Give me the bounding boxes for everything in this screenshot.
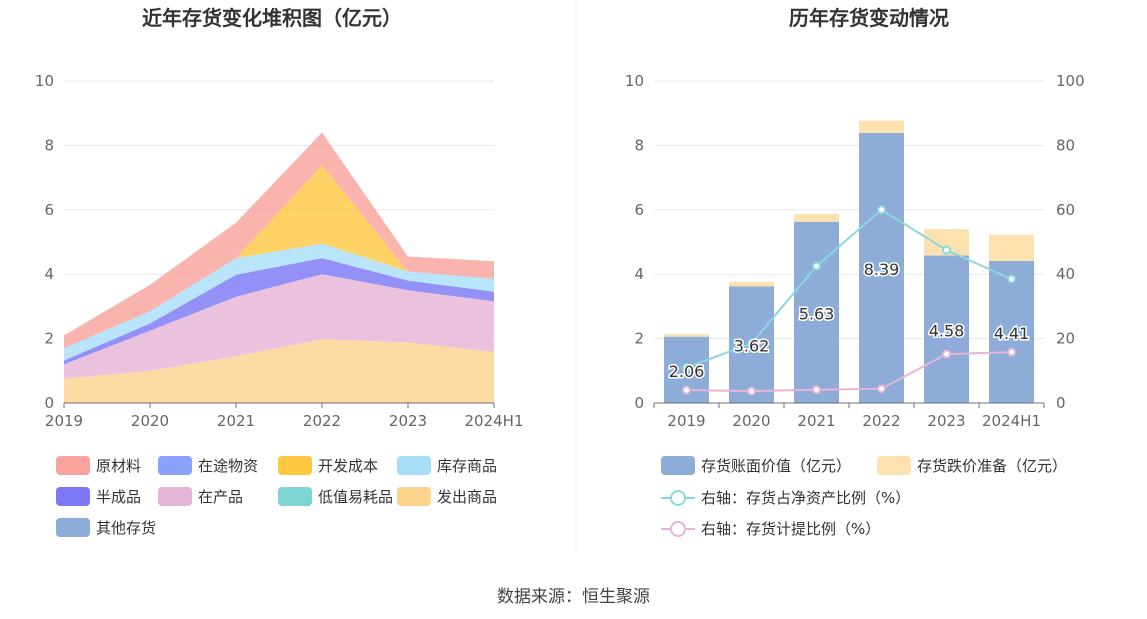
bar-data-label: 5.63 <box>799 304 835 323</box>
right-legend-marker <box>670 490 686 506</box>
bar-segment <box>729 281 774 287</box>
area-series <box>64 258 494 365</box>
right-y-tick-label: 6 <box>634 201 644 219</box>
left-legend-label: 低值易耗品 <box>318 488 393 506</box>
right-y-tick-label: 10 <box>625 72 644 90</box>
line-point <box>1007 347 1016 357</box>
left-y-tick-label: 10 <box>35 72 54 90</box>
left-y-tick-label: 2 <box>44 330 54 348</box>
left-legend-label: 发出商品 <box>437 488 497 506</box>
right-x-tick-label: 2023 <box>927 412 965 430</box>
right-legend-swatch <box>661 456 695 475</box>
right-y-tick-label: 4 <box>634 265 644 283</box>
bar-data-label: 4.58 <box>929 321 965 340</box>
line-point <box>877 205 886 215</box>
right-legend-label: 右轴：存货占净资产比例（%） <box>701 489 910 507</box>
line-point <box>682 363 691 373</box>
bar-segment <box>794 213 839 222</box>
left-legend-swatch <box>158 487 192 506</box>
left-chart-title: 近年存货变化堆积图（亿元） <box>142 6 402 30</box>
right-x-tick-label: 2019 <box>667 412 705 430</box>
bar-segment <box>924 255 969 403</box>
left-y-tick-label: 0 <box>44 394 54 412</box>
bar-data-label: 8.39 <box>864 260 900 279</box>
bar-segment <box>989 260 1034 403</box>
line-point <box>1007 274 1016 284</box>
left-legend-label: 在产品 <box>198 488 243 506</box>
area-series <box>64 243 494 361</box>
right-y-tick-label: 0 <box>634 394 644 412</box>
left-legend-swatch <box>158 456 192 475</box>
right-y2-tick-label: 20 <box>1056 330 1075 348</box>
right-legend-swatch <box>877 456 911 475</box>
right-legend-label: 右轴：存货计提比例（%） <box>701 520 880 538</box>
left-y-tick-label: 4 <box>44 265 54 283</box>
bar-data-label: 3.62 <box>734 337 770 356</box>
left-legend-swatch <box>278 456 312 475</box>
left-legend-swatch <box>397 487 431 506</box>
line-point <box>747 338 756 348</box>
right-y2-tick-label: 0 <box>1056 394 1066 412</box>
right-y2-tick-label: 40 <box>1056 265 1075 283</box>
left-legend-label: 原材料 <box>96 457 141 475</box>
area-series <box>64 274 494 379</box>
line-point <box>942 245 951 255</box>
left-legend-label: 在途物资 <box>198 457 258 475</box>
left-legend-label: 开发成本 <box>318 457 378 475</box>
left-x-tick-label: 2019 <box>45 412 83 430</box>
right-y2-tick-label: 100 <box>1056 72 1085 90</box>
right-chart-title: 历年存货变动情况 <box>789 6 949 30</box>
left-legend-swatch <box>397 456 431 475</box>
right-y-tick-label: 2 <box>634 330 644 348</box>
right-y2-tick-label: 60 <box>1056 201 1075 219</box>
right-x-tick-label: 2020 <box>732 412 770 430</box>
data-source-note: 数据来源：恒生聚源 <box>497 587 650 607</box>
line-point <box>682 385 691 395</box>
left-legend-swatch <box>278 487 312 506</box>
left-legend-label: 半成品 <box>96 488 141 506</box>
bar-segment <box>859 132 904 404</box>
line-point <box>942 349 951 359</box>
line-series <box>686 208 1012 369</box>
left-legend-label: 其他存货 <box>96 519 156 537</box>
line-point <box>812 261 821 271</box>
right-legend-label: 存货跌价准备（亿元） <box>917 457 1067 475</box>
left-x-tick-label: 2022 <box>303 412 341 430</box>
left-legend-swatch <box>56 518 90 537</box>
line-point <box>812 385 821 395</box>
area-series <box>64 132 494 349</box>
bar-segment <box>989 234 1034 261</box>
bar-segment <box>664 334 709 337</box>
left-legend-swatch <box>56 487 90 506</box>
left-y-tick-label: 8 <box>44 136 54 154</box>
line-point <box>747 386 756 396</box>
right-legend-marker <box>670 521 686 537</box>
right-y-tick-label: 8 <box>634 136 644 154</box>
right-y2-tick-label: 80 <box>1056 136 1075 154</box>
left-x-tick-label: 2024H1 <box>465 412 524 430</box>
right-legend-label: 存货账面价值（亿元） <box>701 457 851 475</box>
left-legend-label: 库存商品 <box>437 457 497 475</box>
line-series <box>686 351 1012 393</box>
left-x-tick-label: 2020 <box>131 412 169 430</box>
left-x-tick-label: 2021 <box>217 412 255 430</box>
area-series <box>64 339 494 403</box>
right-x-tick-label: 2021 <box>797 412 835 430</box>
right-x-tick-label: 2022 <box>862 412 900 430</box>
bar-segment <box>859 120 904 133</box>
bar-data-label: 4.41 <box>994 324 1030 343</box>
left-legend-swatch <box>56 456 90 475</box>
line-point <box>877 384 886 394</box>
bar-data-label: 2.06 <box>669 362 705 381</box>
left-y-tick-label: 6 <box>44 201 54 219</box>
left-x-tick-label: 2023 <box>389 412 427 430</box>
right-x-tick-label: 2024H1 <box>982 412 1041 430</box>
